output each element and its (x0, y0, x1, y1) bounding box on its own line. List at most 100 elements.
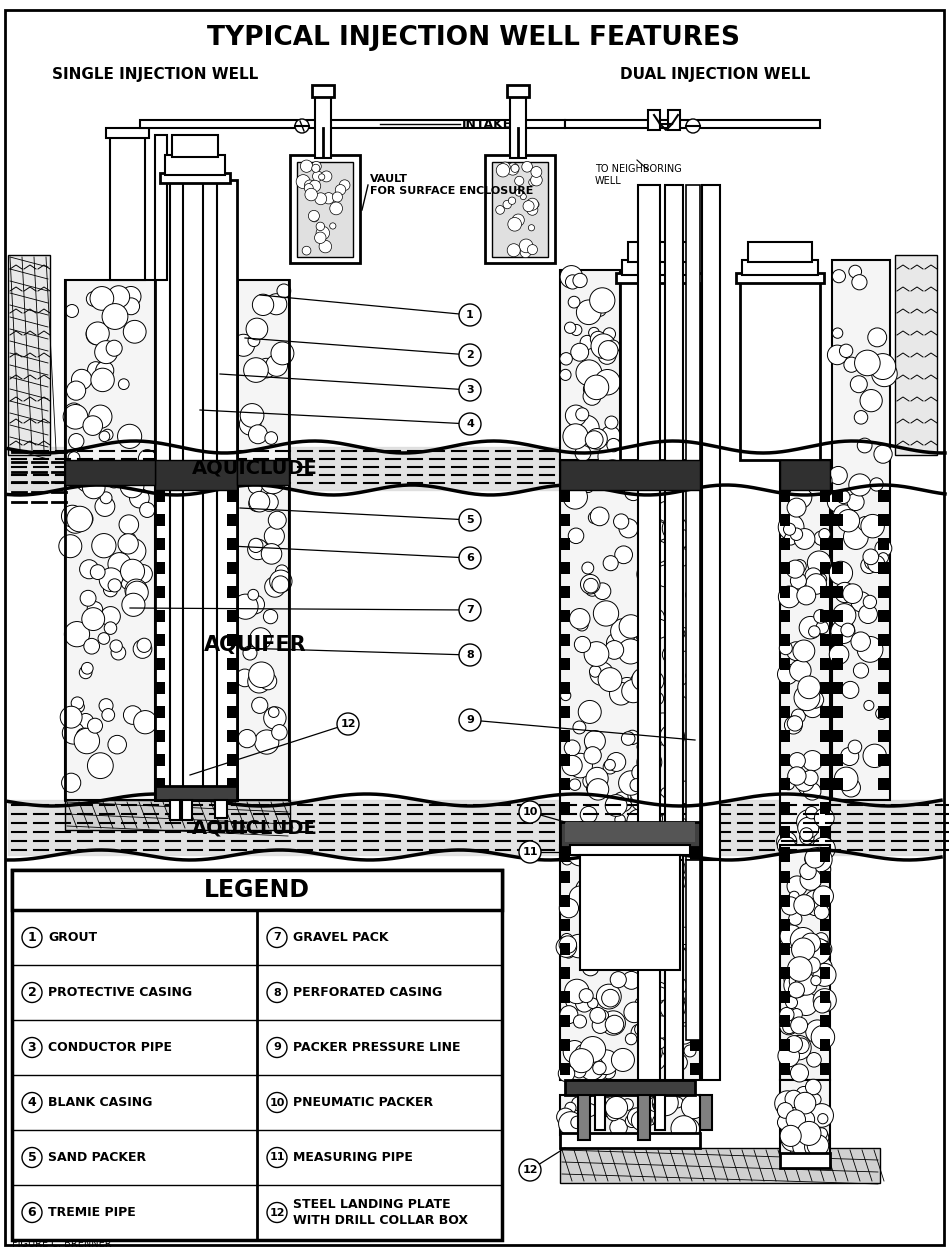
Bar (748, 242, 812, 262)
Circle shape (598, 667, 622, 691)
Circle shape (651, 882, 667, 898)
Circle shape (101, 492, 112, 504)
Circle shape (813, 988, 836, 1012)
Circle shape (813, 963, 836, 987)
Circle shape (82, 608, 104, 631)
Circle shape (659, 805, 668, 815)
Bar (690, 826, 700, 838)
Circle shape (587, 779, 608, 800)
Circle shape (616, 824, 636, 844)
Circle shape (584, 483, 593, 493)
Circle shape (637, 563, 661, 586)
Circle shape (598, 1011, 608, 1021)
Circle shape (80, 591, 96, 606)
Circle shape (655, 1038, 665, 1048)
Circle shape (301, 161, 312, 172)
Circle shape (814, 472, 832, 489)
Circle shape (811, 957, 832, 978)
Circle shape (635, 1023, 647, 1036)
Circle shape (565, 979, 589, 1003)
Circle shape (560, 1006, 578, 1023)
Bar (878, 754, 889, 766)
Circle shape (675, 628, 685, 640)
Circle shape (572, 1065, 586, 1078)
Circle shape (580, 1056, 604, 1080)
Circle shape (265, 431, 277, 444)
Bar (878, 490, 889, 502)
Circle shape (788, 716, 803, 731)
Circle shape (791, 573, 807, 589)
Circle shape (619, 691, 631, 702)
Bar (638, 186, 660, 860)
Circle shape (496, 163, 510, 177)
Bar (832, 586, 843, 598)
Circle shape (86, 322, 109, 345)
Circle shape (337, 714, 359, 735)
Circle shape (828, 345, 847, 365)
Circle shape (661, 997, 679, 1016)
Circle shape (666, 818, 692, 843)
Circle shape (562, 937, 576, 952)
Circle shape (671, 834, 684, 848)
Circle shape (672, 1097, 683, 1109)
Circle shape (656, 992, 673, 1008)
Circle shape (573, 273, 587, 287)
Circle shape (784, 966, 809, 992)
Circle shape (512, 214, 524, 226)
Bar (780, 706, 790, 719)
Circle shape (658, 846, 682, 872)
Circle shape (794, 529, 815, 549)
Circle shape (815, 943, 829, 957)
Circle shape (610, 1119, 627, 1136)
Bar (690, 991, 700, 1003)
Circle shape (641, 996, 653, 1008)
Circle shape (119, 379, 129, 390)
Circle shape (829, 466, 847, 484)
Bar (620, 280, 700, 460)
Circle shape (640, 864, 665, 889)
Circle shape (311, 164, 320, 172)
Bar (690, 562, 700, 574)
Text: GRAVEL PACK: GRAVEL PACK (293, 930, 388, 944)
Circle shape (870, 478, 884, 492)
Bar (290, 155, 360, 263)
Text: LEGEND: LEGEND (204, 878, 310, 902)
Text: AQUICLUDE: AQUICLUDE (192, 819, 318, 838)
Bar (227, 730, 237, 742)
Circle shape (102, 429, 113, 440)
Circle shape (631, 1111, 651, 1131)
Circle shape (641, 793, 667, 819)
Circle shape (667, 856, 680, 869)
Circle shape (778, 514, 804, 540)
Circle shape (684, 1045, 696, 1057)
Bar (560, 460, 700, 490)
Circle shape (875, 540, 892, 557)
Circle shape (323, 193, 334, 204)
Circle shape (665, 929, 681, 946)
Circle shape (789, 752, 806, 769)
Circle shape (575, 878, 601, 903)
Circle shape (794, 771, 814, 791)
Circle shape (584, 746, 602, 764)
Circle shape (508, 217, 522, 231)
Circle shape (800, 869, 822, 890)
Bar (690, 1014, 700, 1027)
Circle shape (22, 1147, 42, 1167)
Circle shape (623, 972, 641, 989)
Bar (155, 635, 165, 646)
Bar (820, 895, 830, 907)
Circle shape (259, 672, 277, 690)
Circle shape (653, 982, 666, 996)
Circle shape (805, 1136, 825, 1157)
Bar (560, 823, 700, 846)
Circle shape (818, 858, 830, 869)
Text: 11: 11 (522, 846, 538, 856)
Circle shape (661, 944, 683, 967)
Circle shape (653, 1101, 664, 1112)
Text: TYPICAL INJECTION WELL FEATURES: TYPICAL INJECTION WELL FEATURES (208, 25, 740, 51)
Circle shape (90, 287, 114, 310)
Circle shape (557, 1109, 574, 1126)
Bar (560, 845, 700, 1080)
Circle shape (686, 670, 698, 681)
Circle shape (532, 201, 539, 208)
